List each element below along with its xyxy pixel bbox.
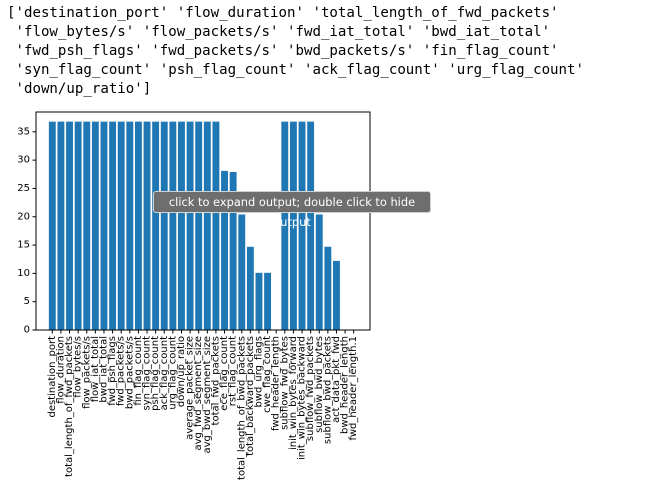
x-tick-label: subflow_fwd_packets <box>305 336 316 441</box>
bar <box>83 121 91 330</box>
x-tick-label: total_length_of_fwd_packets <box>64 336 75 477</box>
x-tick-label: flow_bytes/s <box>73 336 84 398</box>
bar <box>57 121 65 330</box>
x-tick-label: avg_bwd_segment_size <box>202 336 213 454</box>
y-tick-label: 0 <box>24 325 30 336</box>
y-axis: 0 5 10 15 20 25 30 35 <box>17 126 36 336</box>
x-tick-label: ece_flag_count <box>219 336 230 411</box>
bar <box>195 121 203 330</box>
bar <box>229 172 237 330</box>
x-tick-label: rst_flag_count <box>228 336 239 406</box>
bar <box>109 121 117 330</box>
x-tick-label: init_win_bytes_forward <box>288 336 299 450</box>
console-line: ['destination_port' 'flow_duration' 'tot… <box>7 5 559 21</box>
x-tick-label: fwd_psh_flags <box>107 336 118 406</box>
bar <box>126 121 134 330</box>
bar <box>255 272 263 330</box>
x-tick-label: subflow_fwd_bytes <box>279 336 290 430</box>
bar <box>333 260 340 330</box>
bar <box>203 121 211 330</box>
bar <box>221 170 228 330</box>
console-line: 'fwd_psh_flags' 'fwd_packets/s' 'bwd_pac… <box>7 43 559 59</box>
x-tick-label: flow_iat_total <box>90 336 101 402</box>
bar <box>315 214 323 330</box>
x-tick-label: bwd_urg_flags <box>253 336 264 407</box>
x-tick-label: fwd_header_length <box>271 336 282 431</box>
bar <box>246 246 254 330</box>
x-tick-label: ack_flag_count <box>159 336 170 410</box>
x-tick-label: avg_fwd_segment_size <box>193 336 204 451</box>
bar <box>307 121 315 330</box>
x-tick-label: bwd_header_length <box>340 336 351 434</box>
bar <box>152 121 160 330</box>
x-tick-label: syn_flag_count <box>142 336 153 411</box>
bar <box>324 246 332 330</box>
x-tick-label: bwd_packets/s <box>124 336 135 409</box>
x-tick-label: total_fwd_packets <box>210 336 221 425</box>
y-tick-label: 15 <box>17 240 30 251</box>
x-tick-label: fwd_header_length.1 <box>348 336 359 441</box>
x-tick-label: fwd_packets/s <box>116 336 127 406</box>
x-tick-label: flow_duration <box>55 336 66 404</box>
y-tick-label: 10 <box>17 268 30 279</box>
bar <box>66 121 73 330</box>
bar <box>100 121 108 330</box>
x-axis: destination_portflow_durationtotal_lengt… <box>47 330 359 480</box>
x-tick-label: average_packet_size <box>185 336 196 440</box>
bar <box>289 121 297 330</box>
y-tick-label: 30 <box>17 155 30 166</box>
console-line: 'down/up_ratio'] <box>7 81 152 97</box>
console-line: 'syn_flag_count' 'psh_flag_count' 'ack_f… <box>7 62 584 78</box>
expand-output-tooltip[interactable]: click to expand output; double click to … <box>154 192 430 229</box>
y-tick-label: 25 <box>17 183 30 194</box>
x-tick-label: init_win_bytes_backward <box>297 336 308 460</box>
bars-group <box>48 121 340 330</box>
bar <box>238 214 246 330</box>
bar <box>143 121 151 330</box>
bar <box>48 121 56 330</box>
x-tick-label: subflow_bwd_bytes <box>314 336 325 433</box>
x-tick-label: fin_flag_count <box>133 336 144 406</box>
x-tick-label: act_data_pkt_fwd <box>331 336 342 423</box>
console-line: 'flow_bytes/s' 'flow_packets/s' 'fwd_iat… <box>7 24 551 40</box>
bar <box>178 121 185 330</box>
x-tick-label: destination_port <box>47 336 58 418</box>
bar <box>169 121 177 330</box>
bar <box>298 121 306 330</box>
x-tick-label: down/up_ratio <box>176 336 187 407</box>
bar <box>160 121 168 330</box>
y-tick-label: 35 <box>17 126 30 137</box>
bar <box>74 121 82 330</box>
bar <box>264 272 272 330</box>
x-tick-label: cwe_flag_count <box>262 336 273 413</box>
x-tick-label: urg_flag_count <box>167 336 178 410</box>
plot-frame <box>35 111 371 331</box>
y-tick-label: 20 <box>17 211 30 222</box>
bar <box>186 121 194 330</box>
bar <box>134 121 142 330</box>
y-tick-label: 5 <box>24 296 30 307</box>
x-tick-label: psh_flag_count <box>150 336 161 411</box>
x-tick-label: subflow_bwd_packets <box>322 336 333 444</box>
x-tick-label: flow_packets/s <box>81 336 92 409</box>
console-output: ['destination_port' 'flow_duration' 'tot… <box>7 4 584 99</box>
bar <box>281 121 289 330</box>
x-tick-label: total_backward_packets <box>245 336 256 456</box>
bar <box>117 121 125 330</box>
bar <box>212 121 220 330</box>
x-tick-label: bwd_iat_total <box>98 336 109 403</box>
x-tick-label: total_length_of_bwd_packets <box>236 336 247 480</box>
bar <box>91 121 99 330</box>
